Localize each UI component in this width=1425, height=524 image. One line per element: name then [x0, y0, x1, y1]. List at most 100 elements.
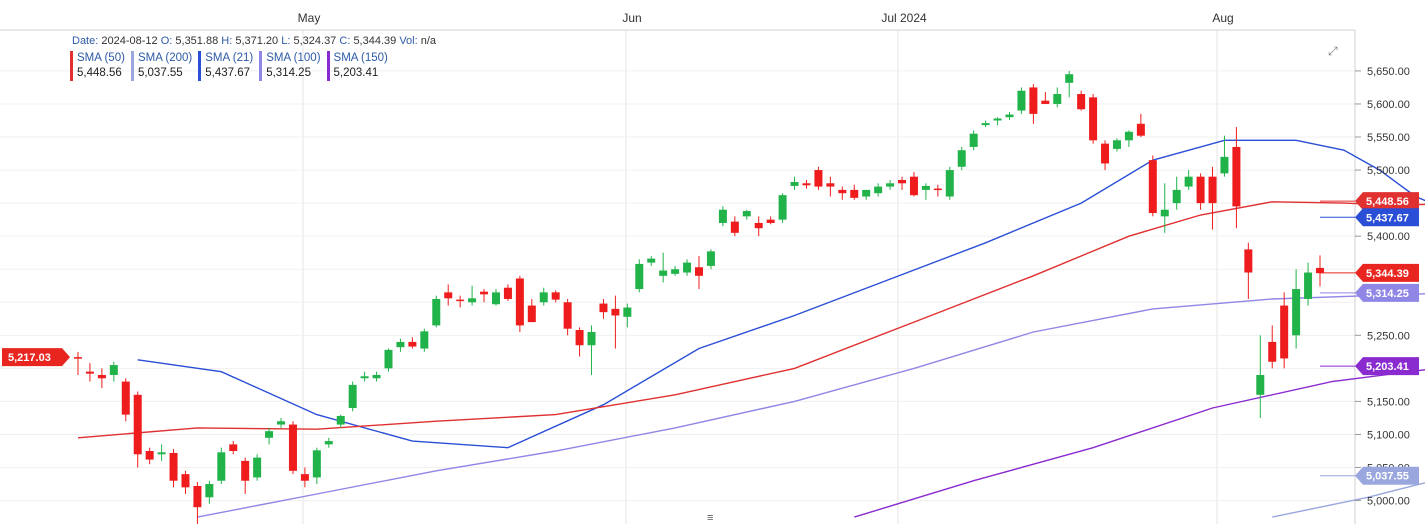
candle-body: [838, 189, 847, 194]
candle-body: [1304, 272, 1313, 299]
candle-body: [324, 441, 333, 445]
candle-body: [814, 170, 823, 187]
badge-shape: [1355, 466, 1419, 485]
badge-label: 5,217.03: [8, 352, 51, 364]
legend-item-sma150[interactable]: SMA (150) 5,203.41: [326, 51, 388, 81]
expand-icon[interactable]: ⤢: [1328, 44, 1338, 58]
month-label: Aug: [1212, 11, 1233, 25]
legend-value: 5,037.55: [137, 67, 183, 79]
legend-item-sma100[interactable]: SMA (100) 5,314.25: [259, 51, 321, 81]
candle-body: [599, 303, 608, 313]
candle-body: [372, 374, 381, 379]
candle-body: [145, 450, 154, 460]
date-label: Date:: [72, 35, 99, 47]
candle-body: [909, 176, 918, 196]
close-label: C:: [339, 35, 351, 47]
y-tick-label: 5,250.00: [1367, 330, 1410, 342]
high-value: 5,371.20: [235, 35, 279, 47]
moving-average-lines: [77, 139, 1425, 518]
candle-body: [933, 188, 942, 191]
candle-body: [1232, 146, 1241, 207]
y-tick-label: 5,000.00: [1367, 496, 1410, 508]
y-tick-label: 5,100.00: [1367, 429, 1410, 441]
candle-body: [109, 365, 118, 375]
candle-body: [993, 118, 1002, 121]
candle-body: [1017, 90, 1026, 111]
candle-body: [300, 474, 309, 481]
candle-body: [1041, 100, 1050, 104]
month-label: Jul 2024: [881, 11, 927, 25]
candle-body: [229, 444, 238, 451]
candle-body: [217, 452, 226, 481]
candle-body: [587, 332, 596, 346]
candle-body: [157, 452, 166, 455]
candle-body: [396, 341, 405, 348]
candle-body: [241, 460, 250, 481]
candle-body: [468, 298, 477, 303]
candle-body: [265, 431, 274, 438]
candle-body: [1316, 267, 1324, 274]
vol-label: Vol:: [399, 35, 418, 47]
price-badge: 5,037.55: [1355, 466, 1419, 485]
candle-body: [133, 394, 142, 455]
candle-body: [778, 195, 787, 220]
y-axis-tick-labels: 5,650.00 5,600.00 5,550.00 5,500.00 5,400.00…: [1355, 66, 1410, 508]
legend-item-sma50[interactable]: SMA (50) 5,448.56: [70, 51, 125, 81]
candle-body: [730, 221, 739, 233]
drag-handle-icon[interactable]: ≡: [707, 512, 714, 524]
candle-body: [1280, 305, 1289, 359]
legend-value: 5,437.67: [205, 67, 251, 79]
candle-body: [969, 133, 978, 147]
badge-label: 5,314.25: [1366, 288, 1409, 300]
ma-line: [197, 293, 1425, 518]
candle-body: [1065, 74, 1074, 83]
candle-body: [683, 262, 692, 273]
candle-body: [253, 457, 262, 478]
candle-body: [826, 183, 835, 187]
candle-body: [886, 183, 895, 187]
month-label: Jun: [622, 11, 641, 25]
candle-body: [432, 298, 441, 326]
candle-body: [539, 292, 548, 303]
candle-body: [754, 222, 763, 229]
candle-body: [1101, 143, 1110, 164]
price-badge: 5,314.25: [1355, 283, 1419, 302]
candle-body: [456, 299, 465, 302]
candle-body: [1256, 374, 1265, 395]
candle-body: [491, 292, 500, 305]
badge-shape: [2, 348, 70, 367]
candle-body: [790, 181, 799, 186]
candle-body: [1089, 97, 1098, 141]
candle-body: [874, 186, 883, 194]
candle-body: [706, 251, 715, 266]
badge-shape: [1355, 263, 1419, 282]
legend-value: 5,203.41: [333, 67, 379, 79]
y-tick-label: 5,500.00: [1367, 165, 1410, 177]
legend-item-sma21[interactable]: SMA (21) 5,437.67: [198, 51, 253, 81]
badge-label: 5,437.67: [1366, 212, 1409, 224]
candle-body: [1053, 94, 1062, 104]
ma-line: [854, 369, 1425, 518]
candle-body: [205, 484, 214, 498]
candle-body: [1136, 123, 1145, 136]
candle-body: [360, 376, 369, 379]
high-label: H:: [221, 35, 233, 47]
candle-body: [611, 308, 620, 316]
legend-name: SMA (150): [333, 52, 388, 64]
legend-name: SMA (50): [77, 52, 125, 64]
legend-item-sma200[interactable]: SMA (200) 5,037.55: [130, 51, 192, 81]
candle-body: [277, 421, 286, 425]
badge-shape: [1355, 283, 1419, 302]
candle-body: [1172, 189, 1181, 204]
open-label: O:: [160, 35, 173, 47]
month-label: May: [298, 11, 321, 25]
candle-body: [647, 258, 656, 263]
candle-body: [1160, 209, 1169, 217]
candle-body: [85, 371, 94, 374]
grid-lines: [0, 29, 1356, 524]
ma-line: [77, 201, 1425, 439]
candle-body: [659, 270, 668, 276]
candle-body: [1184, 176, 1193, 187]
y-tick-label: 5,650.00: [1367, 66, 1410, 78]
